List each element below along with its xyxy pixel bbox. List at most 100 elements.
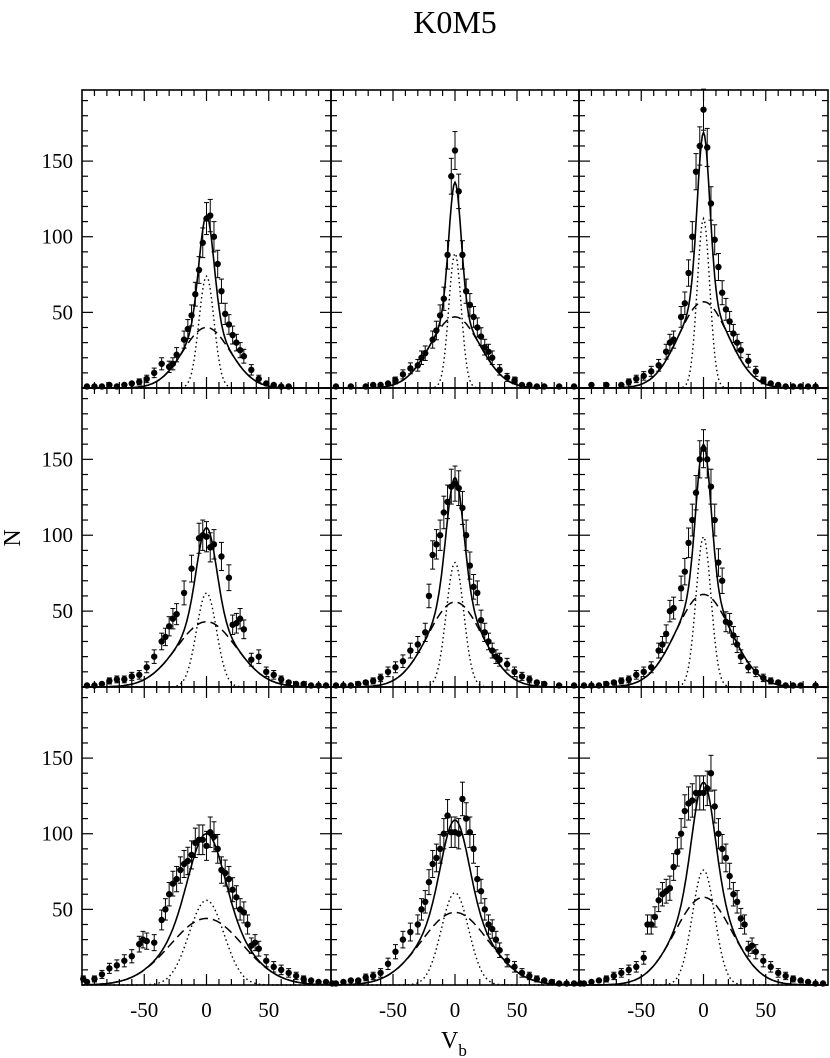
data-point (218, 553, 225, 560)
data-point (610, 972, 618, 980)
data-point (436, 312, 444, 319)
data-point (203, 842, 210, 850)
data-point (377, 969, 384, 977)
data-point (662, 348, 670, 355)
data-point (618, 381, 625, 389)
data-point (503, 957, 511, 964)
data-point (300, 975, 307, 983)
data-point (244, 921, 251, 928)
data-point (98, 680, 106, 688)
data-point (474, 589, 481, 597)
x-tick-label: 0 (201, 998, 212, 1022)
data-point (662, 630, 670, 638)
data-point (422, 350, 429, 357)
data-point (143, 937, 150, 945)
data-point (307, 977, 315, 984)
data-point (711, 236, 718, 243)
data-point (448, 173, 455, 180)
data-point (618, 677, 625, 685)
data-point (496, 947, 503, 954)
data-point (748, 942, 756, 949)
panel-r2c3 (578, 387, 829, 689)
data-point (700, 106, 707, 113)
data-point (369, 972, 377, 980)
data-point (730, 632, 737, 639)
data-point (436, 532, 444, 539)
data-point (655, 362, 662, 369)
panel-r1c3 (578, 88, 829, 390)
data-point (726, 872, 733, 880)
data-point (414, 921, 421, 928)
data-point (651, 913, 659, 921)
data-point (681, 568, 689, 575)
data-point (236, 346, 244, 354)
data-point (674, 848, 681, 856)
data-point (162, 906, 169, 913)
narrow-component-curve (579, 869, 828, 986)
narrow-component-curve (331, 251, 579, 389)
data-point (192, 291, 199, 298)
data-point (436, 845, 444, 853)
data-point (106, 965, 113, 972)
data-point (470, 313, 477, 321)
y-tick-label: 50 (52, 599, 73, 623)
data-point (526, 972, 533, 980)
x-tick-label: -50 (627, 998, 655, 1022)
data-point (625, 966, 632, 974)
data-point (689, 516, 696, 524)
data-point (165, 623, 173, 630)
data-point (255, 375, 262, 383)
data-point (322, 978, 330, 986)
data-point (248, 656, 255, 663)
data-point (692, 489, 700, 496)
data-point (399, 936, 407, 943)
data-point (355, 680, 362, 688)
data-point (270, 963, 277, 971)
data-point (745, 357, 752, 364)
data-point (347, 977, 355, 984)
data-point (425, 592, 433, 600)
data-point (704, 456, 711, 463)
data-point (292, 680, 300, 688)
data-point (229, 886, 236, 893)
x-tick-label: 0 (698, 998, 709, 1022)
data-point (440, 830, 448, 837)
data-point (362, 679, 369, 686)
data-point (462, 532, 470, 539)
data-point (384, 960, 392, 968)
data-point (240, 909, 248, 916)
data-point (470, 583, 477, 591)
data-point (136, 671, 143, 679)
data-point (704, 144, 711, 151)
data-point (121, 957, 128, 964)
data-point (455, 830, 462, 837)
data-point (485, 348, 492, 355)
data-point (433, 327, 440, 334)
narrow-component-curve (82, 274, 331, 389)
data-point (489, 925, 496, 933)
data-point (681, 807, 689, 815)
data-point (255, 653, 262, 660)
y-axis-label: N (0, 529, 26, 546)
data-point (340, 978, 347, 986)
data-point (648, 664, 655, 671)
data-point (689, 797, 696, 804)
data-point (444, 812, 451, 819)
data-point (707, 770, 715, 777)
y-tick-label: 150 (42, 149, 74, 173)
data-point (384, 668, 392, 676)
data-point (451, 480, 459, 487)
data-point (685, 269, 692, 277)
data-point (121, 676, 128, 683)
data-point (98, 971, 106, 978)
data-point (199, 836, 206, 843)
x-axis-label-main: V (441, 1028, 459, 1054)
data-point (263, 668, 270, 676)
data-point (640, 372, 647, 380)
data-point (285, 679, 292, 686)
data-point (429, 860, 436, 868)
data-point (541, 977, 548, 984)
panel-r1c1: 50 100 150 (42, 89, 332, 390)
data-point (173, 875, 180, 883)
panel-frame (330, 387, 580, 688)
